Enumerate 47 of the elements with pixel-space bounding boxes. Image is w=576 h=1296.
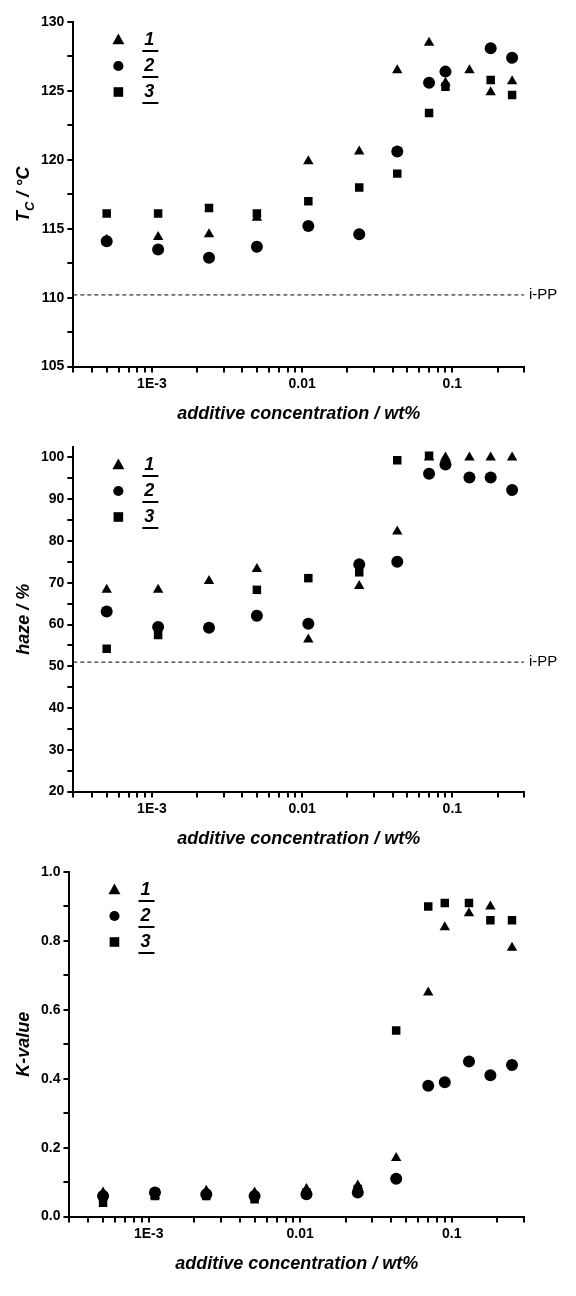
x-tick-label: 1E-3 bbox=[137, 374, 167, 391]
x-tick-label: 0.1 bbox=[442, 799, 463, 816]
legend-label: 1 bbox=[144, 453, 155, 474]
x-axis-title: additive concentration / wt% bbox=[177, 403, 421, 424]
legend-label: 1 bbox=[140, 878, 151, 899]
y-tick-label: 0.6 bbox=[40, 1000, 61, 1017]
y-tick-label: 80 bbox=[48, 531, 65, 548]
y-axis-title: haze / % bbox=[12, 583, 33, 655]
legend-label: 2 bbox=[143, 479, 155, 500]
x-tick-label: 0.01 bbox=[288, 799, 316, 816]
x-tick-label: 0.01 bbox=[288, 374, 316, 391]
ref-line-label: i-PP bbox=[529, 285, 558, 303]
x-tick-label: 0.01 bbox=[286, 1224, 315, 1241]
y-axis-title: TC / °C bbox=[12, 165, 37, 223]
legend-label: 3 bbox=[140, 930, 151, 951]
x-tick-label: 1E-3 bbox=[133, 1224, 164, 1241]
x-axis-title: additive concentration / wt% bbox=[177, 828, 421, 849]
legend-label: 2 bbox=[139, 904, 151, 925]
y-tick-label: 100 bbox=[41, 448, 65, 465]
y-tick-label: 70 bbox=[48, 573, 65, 590]
y-tick-label: 105 bbox=[41, 357, 65, 374]
y-tick-label: 125 bbox=[41, 81, 65, 98]
legend-label: 3 bbox=[144, 80, 155, 101]
legend-label: 1 bbox=[144, 28, 155, 49]
y-tick-label: 120 bbox=[41, 150, 65, 167]
y-tick-label: 90 bbox=[48, 490, 65, 507]
y-tick-label: 0.0 bbox=[40, 1207, 61, 1224]
x-tick-label: 1E-3 bbox=[137, 799, 167, 816]
y-tick-label: 130 bbox=[41, 12, 65, 29]
ref-line-label: i-PP bbox=[529, 652, 558, 670]
legend-label: 2 bbox=[143, 54, 155, 75]
y-tick-label: 0.2 bbox=[40, 1138, 61, 1155]
y-tick-label: 20 bbox=[48, 782, 65, 799]
y-tick-label: 1.0 bbox=[40, 862, 61, 879]
y-axis-title: K-value bbox=[12, 1011, 33, 1077]
y-tick-label: 0.8 bbox=[40, 931, 61, 948]
legend-label: 3 bbox=[144, 505, 155, 526]
y-tick-label: 40 bbox=[48, 698, 65, 715]
y-tick-label: 30 bbox=[48, 740, 65, 757]
x-axis-title: additive concentration / wt% bbox=[175, 1253, 419, 1274]
x-tick-label: 0.1 bbox=[441, 1224, 462, 1241]
y-tick-label: 110 bbox=[41, 288, 65, 305]
y-tick-label: 60 bbox=[48, 615, 65, 632]
x-tick-label: 0.1 bbox=[442, 374, 463, 391]
y-tick-label: 0.4 bbox=[40, 1069, 61, 1086]
y-tick-label: 50 bbox=[48, 657, 65, 674]
y-tick-label: 115 bbox=[41, 219, 65, 236]
